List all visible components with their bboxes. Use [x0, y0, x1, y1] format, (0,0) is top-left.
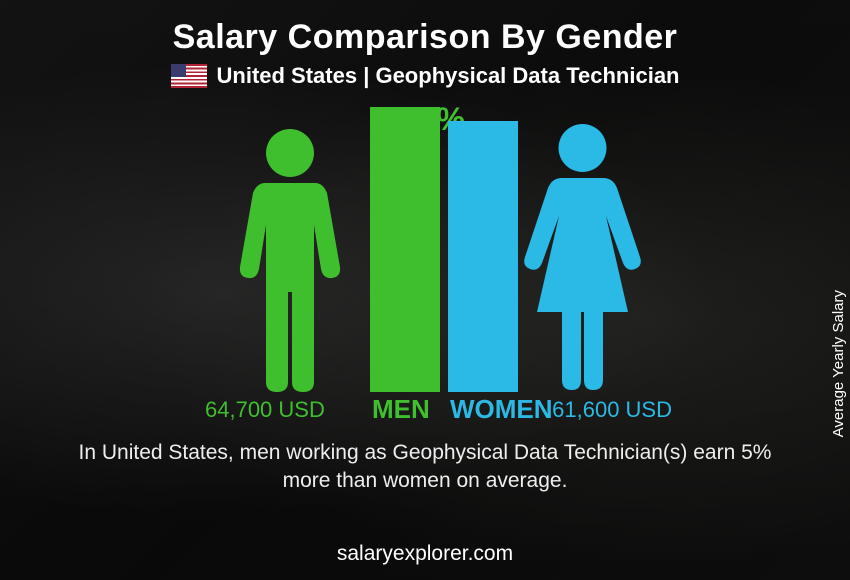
main-container: Salary Comparison By Gender United State… [0, 0, 850, 580]
women-salary: 61,600 USD [552, 397, 672, 423]
male-icon [235, 127, 345, 392]
subtitle-row: United States | Geophysical Data Technic… [171, 63, 680, 89]
chart-area: +5% MEN WOMEN [100, 97, 750, 437]
y-axis-label: Average Yearly Salary [830, 290, 847, 437]
bar-men [370, 107, 440, 392]
us-flag-icon [171, 64, 207, 88]
men-label: MEN [372, 394, 430, 425]
bar-women [448, 121, 518, 392]
footer-source: salaryexplorer.com [0, 542, 850, 566]
male-figure-svg [235, 127, 345, 392]
subtitle-text: United States | Geophysical Data Technic… [217, 63, 680, 89]
women-label: WOMEN [450, 394, 553, 425]
female-figure-svg [515, 122, 650, 392]
description-text: In United States, men working as Geophys… [65, 439, 785, 496]
men-salary: 64,700 USD [205, 397, 325, 423]
page-title: Salary Comparison By Gender [173, 18, 678, 57]
female-icon [515, 122, 650, 392]
